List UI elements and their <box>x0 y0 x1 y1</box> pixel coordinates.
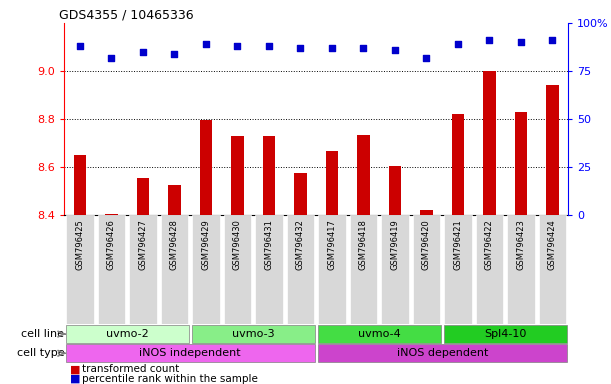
Text: transformed count: transformed count <box>82 364 180 374</box>
Bar <box>412 215 441 324</box>
Bar <box>318 215 346 324</box>
Bar <box>66 325 189 343</box>
Text: percentile rank within the sample: percentile rank within the sample <box>82 374 258 384</box>
Text: GSM796417: GSM796417 <box>327 219 337 270</box>
Text: cell line: cell line <box>21 329 65 339</box>
Bar <box>98 215 125 324</box>
Text: GSM796422: GSM796422 <box>485 219 494 270</box>
Text: iNOS dependent: iNOS dependent <box>397 348 488 358</box>
Bar <box>231 136 244 215</box>
Point <box>453 41 463 47</box>
Point <box>201 41 211 47</box>
Text: GSM796431: GSM796431 <box>265 219 274 270</box>
Text: GSM796424: GSM796424 <box>548 219 557 270</box>
Bar <box>546 86 559 215</box>
Bar <box>318 344 566 362</box>
Bar <box>255 215 283 324</box>
Bar <box>507 215 535 324</box>
Text: ■: ■ <box>70 364 81 374</box>
Bar <box>224 215 251 324</box>
Text: GSM796432: GSM796432 <box>296 219 305 270</box>
Text: iNOS independent: iNOS independent <box>139 348 241 358</box>
Bar <box>357 135 370 215</box>
Bar <box>389 166 401 215</box>
Bar <box>318 325 441 343</box>
Bar <box>420 210 433 215</box>
Text: uvmo-2: uvmo-2 <box>106 329 148 339</box>
Text: GSM796420: GSM796420 <box>422 219 431 270</box>
Text: GSM796425: GSM796425 <box>75 219 84 270</box>
Text: GSM796427: GSM796427 <box>139 219 147 270</box>
Point <box>359 45 368 51</box>
Bar <box>168 185 181 215</box>
Bar <box>475 215 503 324</box>
Text: GSM796421: GSM796421 <box>453 219 463 270</box>
Bar <box>105 214 118 215</box>
Bar <box>192 325 315 343</box>
Bar <box>287 215 314 324</box>
Bar <box>514 112 527 215</box>
Text: Spl4-10: Spl4-10 <box>484 329 527 339</box>
Point <box>233 43 243 49</box>
Bar <box>137 178 149 215</box>
Bar <box>483 71 496 215</box>
Bar <box>326 151 338 215</box>
Point <box>485 37 494 43</box>
Text: GSM796418: GSM796418 <box>359 219 368 270</box>
Point <box>422 55 431 61</box>
Point <box>106 55 116 61</box>
Point <box>327 45 337 51</box>
Bar <box>444 215 472 324</box>
Bar <box>444 325 566 343</box>
Bar <box>161 215 188 324</box>
Text: uvmo-4: uvmo-4 <box>358 329 401 339</box>
Point <box>547 37 557 43</box>
Point <box>264 43 274 49</box>
Bar <box>263 136 275 215</box>
Bar <box>200 120 212 215</box>
Bar <box>349 215 378 324</box>
Text: GSM796430: GSM796430 <box>233 219 242 270</box>
Point <box>516 39 526 45</box>
Bar <box>452 114 464 215</box>
Point <box>169 51 179 57</box>
Point <box>390 47 400 53</box>
Bar <box>381 215 409 324</box>
Text: GSM796423: GSM796423 <box>516 219 525 270</box>
Text: GSM796426: GSM796426 <box>107 219 116 270</box>
Text: GSM796429: GSM796429 <box>202 219 210 270</box>
Text: cell type: cell type <box>17 348 65 358</box>
Bar <box>73 155 86 215</box>
Bar <box>539 215 566 324</box>
Point <box>296 45 306 51</box>
Text: uvmo-3: uvmo-3 <box>232 329 274 339</box>
Bar <box>192 215 220 324</box>
Bar <box>129 215 157 324</box>
Text: GSM796419: GSM796419 <box>390 219 400 270</box>
Bar <box>294 173 307 215</box>
Text: GDS4355 / 10465336: GDS4355 / 10465336 <box>59 9 194 22</box>
Text: GSM796428: GSM796428 <box>170 219 179 270</box>
Text: ■: ■ <box>70 374 81 384</box>
Bar <box>66 215 93 324</box>
Point <box>138 49 148 55</box>
Bar <box>66 344 315 362</box>
Point <box>75 43 85 49</box>
